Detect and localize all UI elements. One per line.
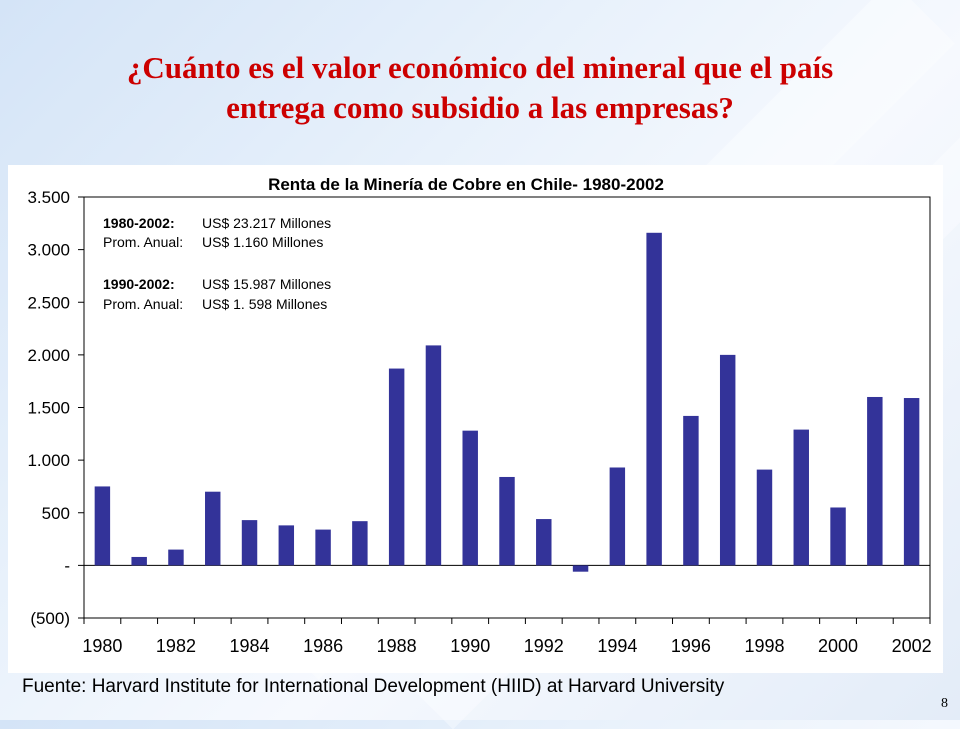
bar-1982: [168, 549, 184, 566]
chart-area-background: [8, 165, 943, 673]
annotation-label: Prom. Anual:: [103, 296, 183, 312]
annotation-value: US$ 1. 598 Millones: [202, 296, 327, 312]
y-tick-label: 1.000: [27, 451, 70, 470]
annotation-label: Prom. Anual:: [103, 234, 183, 250]
x-tick-label: 1998: [744, 636, 784, 656]
annotation-value: US$ 15.987 Millones: [202, 276, 331, 292]
x-tick-label: 1984: [229, 636, 269, 656]
x-tick-label: 1980: [82, 636, 122, 656]
annotation-value: US$ 1.160 Millones: [202, 234, 323, 250]
bar-1981: [131, 556, 147, 566]
y-tick-label: 500: [42, 504, 70, 523]
x-tick-label: 2000: [818, 636, 858, 656]
bar-1990: [462, 430, 478, 566]
x-tick-label: 1994: [597, 636, 637, 656]
y-tick-label: 2.500: [27, 293, 70, 312]
x-tick-label: 1996: [671, 636, 711, 656]
bar-1991: [499, 476, 515, 566]
bar-1997: [719, 354, 736, 566]
x-tick-label: 1982: [156, 636, 196, 656]
slide-title-line-1: ¿Cuánto es el valor económico del minera…: [126, 50, 834, 85]
bar-1995: [646, 232, 662, 566]
y-tick-label: 3.000: [27, 241, 70, 260]
bar-1992: [536, 519, 552, 566]
bar-1996: [683, 415, 699, 566]
x-tick-label: 1988: [377, 636, 417, 656]
y-tick-label: 1.500: [27, 399, 70, 418]
annotation-value: US$ 23.217 Millones: [202, 215, 331, 231]
source-note: Fuente: Harvard Institute for Internatio…: [22, 676, 725, 697]
x-tick-label: 1990: [450, 636, 490, 656]
bar-1998: [756, 469, 773, 566]
y-tick-label: (500): [30, 609, 70, 628]
bar-1985: [278, 525, 295, 566]
slide-title-line-2: entrega como subsidio a las empresas?: [226, 90, 734, 125]
bar-1983: [205, 491, 221, 566]
chart-title: Renta de la Minería de Cobre en Chile- 1…: [268, 175, 664, 194]
x-tick-label: 1986: [303, 636, 343, 656]
bar-1989: [425, 345, 442, 566]
bar-1993: [572, 565, 589, 572]
annotation-label: 1980-2002:: [103, 215, 175, 231]
bar-1980: [94, 486, 111, 566]
plot-area: (500) - 500 1.000 1.500 2.000 2.500 3.000 3.500 1…: [27, 188, 931, 656]
bar-1999: [793, 429, 809, 566]
bar-1994: [609, 467, 626, 566]
y-tick-label: 2.000: [27, 346, 70, 365]
bar-1987: [352, 521, 368, 566]
x-tick-label: 1992: [524, 636, 564, 656]
annotation-label: 1990-2002:: [103, 276, 175, 292]
bar-2001: [867, 396, 883, 566]
bar-1986: [315, 529, 331, 566]
y-tick-label: 3.500: [27, 188, 70, 207]
slide-title: ¿Cuánto es el valor económico del minera…: [40, 48, 920, 128]
bar-1988: [388, 368, 405, 566]
y-tick-label: -: [64, 556, 70, 575]
bar-2002: [903, 398, 920, 566]
bar-1984: [241, 520, 258, 566]
x-tick-label: 2002: [892, 636, 932, 656]
bar-2000: [830, 507, 846, 566]
page-number: 8: [941, 696, 948, 711]
